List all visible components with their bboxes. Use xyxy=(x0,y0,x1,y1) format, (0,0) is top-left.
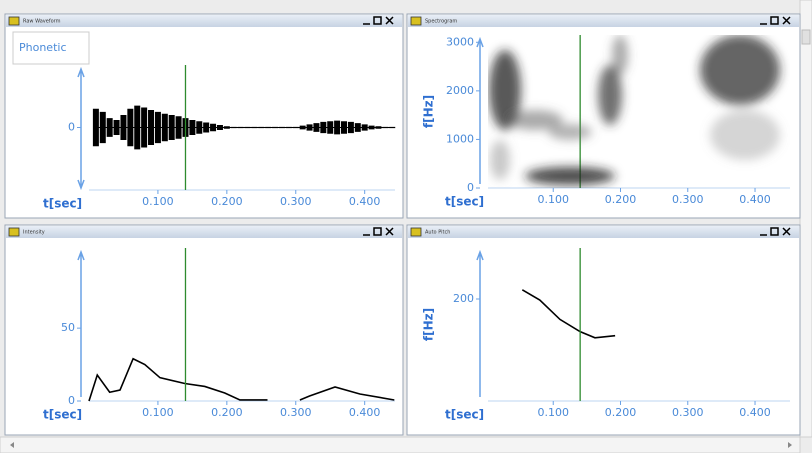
window-icon xyxy=(8,227,20,237)
x-tick-label: 0.300 xyxy=(672,193,704,206)
x-tick-label: 0.300 xyxy=(280,406,312,419)
y-axis xyxy=(476,36,484,184)
data-line xyxy=(299,386,395,401)
scroll-thumb[interactable] xyxy=(801,29,811,45)
window-title: Raw Waveform xyxy=(23,19,61,25)
x-tick-label: 0.400 xyxy=(739,193,771,206)
x-tick-label: 0.100 xyxy=(537,193,569,206)
close-button[interactable] xyxy=(782,16,791,25)
x-tick-label: 0.100 xyxy=(142,406,174,419)
x-tick-label: 0.200 xyxy=(605,406,637,419)
window-icon xyxy=(8,16,20,26)
window-title: Spectrogram xyxy=(425,19,457,25)
y-axis-label: f[Hz] xyxy=(422,308,436,341)
x-tick-label: 0.300 xyxy=(672,406,704,419)
panel: Auto Pitch 200 0.100 0.200 0.300 0.400 t[sec] f… xyxy=(406,224,801,436)
y-tick-label: 200 xyxy=(453,292,474,305)
y-tick-label: 1000 xyxy=(446,132,474,145)
spectrogram-image xyxy=(489,35,780,185)
tier-box xyxy=(12,31,90,65)
window-title: Auto Pitch xyxy=(425,230,450,236)
x-tick-label: 0.400 xyxy=(349,406,381,419)
panel: Raw Waveform Phonetic 0 0.100 0.200 0.300 0.40… xyxy=(4,13,404,219)
x-tick-label: 0.200 xyxy=(211,406,243,419)
title-bar xyxy=(6,15,402,27)
x-tick-label: 0.200 xyxy=(211,195,243,208)
x-axis-label: t[sec] xyxy=(43,408,82,422)
x-tick-label: 0.400 xyxy=(739,406,771,419)
title-bar xyxy=(6,226,402,238)
close-button[interactable] xyxy=(385,227,394,236)
data-line xyxy=(521,289,616,339)
close-button[interactable] xyxy=(782,227,791,236)
x-tick-label: 0.100 xyxy=(537,406,569,419)
maximize-button[interactable] xyxy=(373,16,382,25)
y-tick-label: 0 xyxy=(467,181,474,194)
maximize-button[interactable] xyxy=(770,227,779,236)
data-line xyxy=(88,357,268,402)
window-icon xyxy=(410,227,422,237)
x-axis-label: t[sec] xyxy=(445,408,484,422)
y-axis-label: f[Hz] xyxy=(422,95,436,128)
maximize-button[interactable] xyxy=(770,16,779,25)
window-icon xyxy=(410,16,422,26)
title-bar xyxy=(408,226,799,238)
tier-label: Phonetic xyxy=(19,41,67,54)
x-tick-label: 0.100 xyxy=(142,195,174,208)
window-title: Intensity xyxy=(23,230,45,236)
y-tick-label: 2000 xyxy=(446,84,474,97)
x-axis-label: t[sec] xyxy=(43,197,82,211)
panel-frame xyxy=(4,224,404,436)
title-bar xyxy=(408,15,799,27)
panel: Intensity 0 50 0.100 0.200 0.300 0.400 t[sec] xyxy=(4,224,404,436)
y-tick-label: 50 xyxy=(61,321,75,334)
panel-frame xyxy=(406,224,801,436)
close-button[interactable] xyxy=(385,16,394,25)
maximize-button[interactable] xyxy=(373,227,382,236)
y-tick-label: 0 xyxy=(68,121,75,134)
y-tick-label: 3000 xyxy=(446,35,474,48)
x-tick-label: 0.400 xyxy=(349,195,381,208)
x-tick-label: 0.300 xyxy=(280,195,312,208)
y-axis xyxy=(77,66,85,191)
y-axis xyxy=(77,249,85,397)
y-axis xyxy=(476,249,484,397)
x-tick-label: 0.200 xyxy=(605,193,637,206)
vertical-scrollbar[interactable] xyxy=(799,0,812,438)
x-axis-label: t[sec] xyxy=(445,195,484,209)
horizontal-scrollbar[interactable] xyxy=(0,436,801,453)
y-tick-label: 0 xyxy=(68,394,75,407)
